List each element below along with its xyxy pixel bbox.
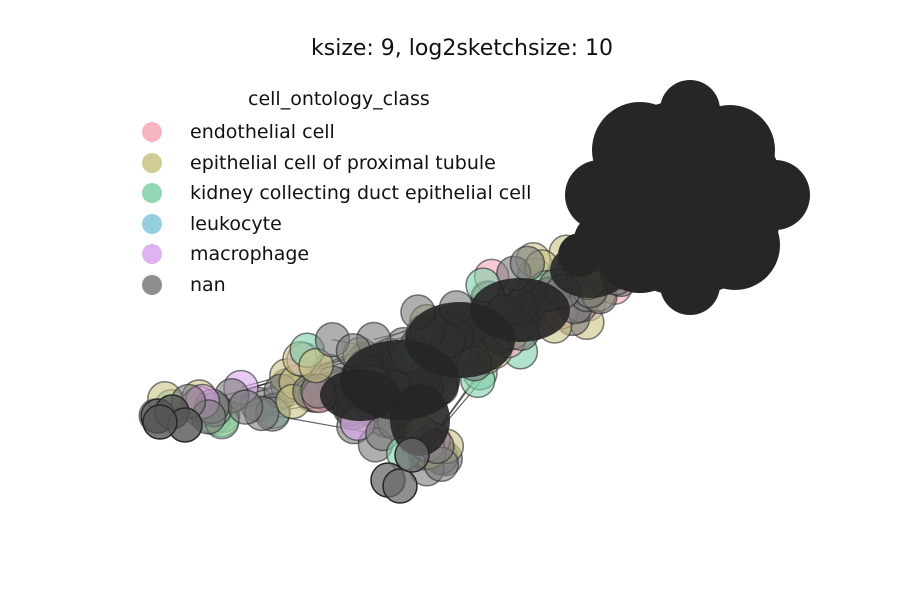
legend-label: epithelial cell of proximal tubule — [190, 151, 496, 174]
legend-title: cell_ontology_class — [248, 88, 430, 110]
graph-node — [298, 347, 334, 384]
legend-label: kidney collecting duct epithelial cell — [190, 182, 532, 205]
legend-item: kidney collecting duct epithelial cell — [136, 178, 531, 209]
legend-swatch — [142, 274, 162, 295]
node-group — [138, 80, 810, 504]
legend-item: nan — [136, 270, 531, 301]
legend-label: nan — [190, 273, 226, 296]
dense-core — [470, 278, 570, 342]
legend-swatch — [142, 213, 162, 234]
legend-label: endothelial cell — [190, 121, 335, 144]
dense-cluster — [660, 255, 720, 315]
dense-core — [390, 384, 450, 456]
legend-label: leukocyte — [190, 212, 282, 235]
legend-swatch — [142, 152, 162, 173]
plot-title: ksize: 9, log2sketchsize: 10 — [311, 36, 613, 61]
legend-label: macrophage — [190, 243, 310, 266]
legend-item: endothelial cell — [136, 117, 531, 148]
dense-cluster — [558, 233, 602, 277]
dense-core — [320, 369, 400, 421]
dense-cluster — [589, 204, 641, 256]
dense-cluster — [740, 160, 810, 230]
legend-items: endothelial cell epithelial cell of proxi… — [136, 117, 531, 300]
legend-swatch — [142, 183, 162, 204]
legend-item: macrophage — [136, 239, 531, 270]
legend-swatch — [142, 244, 162, 265]
graph-node — [227, 389, 264, 425]
legend-item: leukocyte — [136, 209, 531, 240]
legend-swatch — [142, 122, 162, 143]
graph-node — [142, 404, 178, 440]
graph-node — [394, 437, 430, 473]
graph-node — [382, 468, 418, 504]
legend: cell_ontology_class endothelial cell epit… — [136, 88, 531, 300]
dense-cluster — [660, 80, 720, 140]
legend-item: epithelial cell of proximal tubule — [136, 148, 531, 179]
